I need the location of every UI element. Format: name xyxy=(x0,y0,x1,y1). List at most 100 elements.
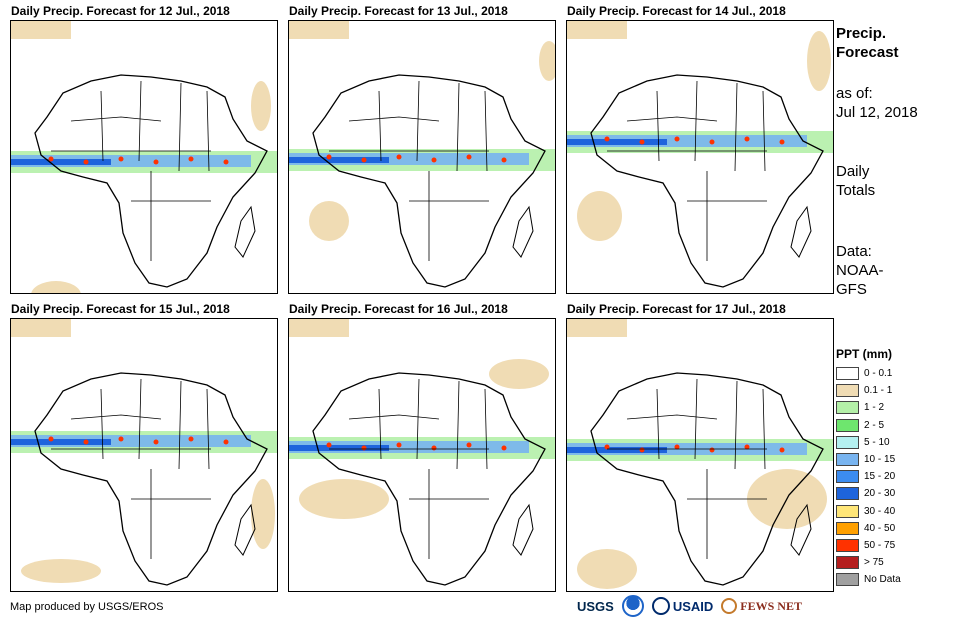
madagascar-outline xyxy=(790,205,812,258)
madagascar-outline xyxy=(512,503,534,556)
legend-label: 15 - 20 xyxy=(864,471,896,483)
heavy-rain-cell xyxy=(48,436,54,442)
data-source-block: Data: NOAA- GFS xyxy=(836,242,884,299)
rain-belt-high xyxy=(567,139,667,145)
rain-belt-high xyxy=(289,445,389,451)
legend-item: 1 - 2 xyxy=(836,399,901,416)
legend-swatch xyxy=(836,573,859,587)
heavy-rain-cell xyxy=(83,159,89,165)
asof-label: as of: xyxy=(836,85,873,102)
madagascar-outline xyxy=(790,503,812,556)
side-title-line1: Precip. xyxy=(836,25,887,42)
rain-belt-high xyxy=(289,157,389,163)
heavy-rain-cell xyxy=(48,156,54,162)
legend-swatch xyxy=(836,504,859,518)
totals-line1: Daily xyxy=(836,163,870,180)
legend-swatch xyxy=(836,487,859,501)
heavy-rain-cell xyxy=(118,436,124,442)
legend-item: No Data xyxy=(836,571,901,588)
legend-swatch xyxy=(836,556,859,570)
heavy-rain-cell xyxy=(744,444,750,450)
legend-swatch xyxy=(836,538,859,552)
rain-belt-high xyxy=(11,439,111,445)
rain-belt-high xyxy=(11,159,111,165)
fewsnet-logo: FEWS NET xyxy=(721,598,802,614)
legend-label: 30 - 40 xyxy=(864,505,896,517)
data-line1: Data: xyxy=(836,243,872,260)
legend-item: 2 - 5 xyxy=(836,417,901,434)
continent-outline xyxy=(590,372,824,586)
light-precip-patch xyxy=(289,21,349,39)
heavy-rain-cell xyxy=(744,136,750,142)
legend-swatch xyxy=(836,435,859,449)
light-precip-patch xyxy=(567,21,627,39)
legend-label: 10 - 15 xyxy=(864,454,896,466)
usgs-logo: USGS xyxy=(577,599,614,614)
country-borders xyxy=(607,378,767,559)
light-precip-patch xyxy=(11,319,71,337)
legend-label: 2 - 5 xyxy=(864,419,885,431)
panel-title: Daily Precip. Forecast for 12 Jul., 2018 xyxy=(11,4,230,18)
legend-label: 50 - 75 xyxy=(864,539,896,551)
fewsnet-logo-text: FEWS NET xyxy=(740,598,802,613)
continent-outline xyxy=(590,74,824,288)
light-precip-patch xyxy=(299,479,389,519)
light-precip-patch xyxy=(567,319,627,337)
heavy-rain-cell xyxy=(118,156,124,162)
heavy-rain-cell xyxy=(501,445,507,451)
legend-label: 5 - 10 xyxy=(864,436,890,448)
legend-swatch xyxy=(836,401,859,415)
legend-title: PPT (mm) xyxy=(836,347,893,361)
panel-title: Daily Precip. Forecast for 13 Jul., 2018 xyxy=(289,4,508,18)
side-title-line2: Forecast xyxy=(836,44,899,61)
precip-map xyxy=(288,20,556,294)
heavy-rain-cell xyxy=(223,439,229,445)
forecast-panel-14jul: Daily Precip. Forecast for 14 Jul., 2018 xyxy=(566,4,834,294)
heavy-rain-cell xyxy=(361,157,367,163)
heavy-rain-cell xyxy=(466,154,472,160)
light-precip-patch xyxy=(11,21,71,39)
heavy-rain-cell xyxy=(674,136,680,142)
usaid-logo-text: USAID xyxy=(672,598,714,614)
forecast-panel-12jul: Daily Precip. Forecast for 12 Jul., 2018 xyxy=(10,4,278,294)
legend-label: 40 - 50 xyxy=(864,522,896,534)
legend-items: 0 - 0.1 0.1 - 1 1 - 2 2 - 5 5 - 10 10 - 15 15 … xyxy=(836,365,901,588)
heavy-rain-cell xyxy=(709,139,715,145)
continent-outline xyxy=(34,74,268,288)
continent-outline xyxy=(34,372,268,586)
fewsnet-globe-icon xyxy=(721,598,738,614)
heavy-rain-cell xyxy=(604,444,610,450)
legend-item: 30 - 40 xyxy=(836,503,901,520)
heavy-rain-cell xyxy=(431,157,437,163)
heavy-rain-cell xyxy=(223,159,229,165)
precip-map xyxy=(288,318,556,592)
light-precip-patch xyxy=(577,549,637,589)
map-svg xyxy=(567,21,833,288)
heavy-rain-cell xyxy=(188,156,194,162)
heavy-rain-cell xyxy=(153,159,159,165)
legend-item: 40 - 50 xyxy=(836,520,901,537)
legend-item: 5 - 10 xyxy=(836,434,901,451)
heavy-rain-cell xyxy=(604,136,610,142)
legend-swatch xyxy=(836,470,859,484)
heavy-rain-cell xyxy=(501,157,507,163)
legend-swatch xyxy=(836,453,859,467)
usaid-logo: USAID xyxy=(651,597,714,615)
light-precip-patch xyxy=(577,191,622,241)
heavy-rain-cell xyxy=(779,139,785,145)
light-precip-patch xyxy=(539,41,555,81)
map-svg xyxy=(11,21,277,293)
heavy-rain-cell xyxy=(153,439,159,445)
legend-label: 0.1 - 1 xyxy=(864,385,893,397)
asof-block: as of: Jul 12, 2018 xyxy=(836,84,918,122)
continent-outline xyxy=(312,372,546,586)
legend-item: 15 - 20 xyxy=(836,468,901,485)
heavy-rain-cell xyxy=(188,436,194,442)
country-borders xyxy=(51,80,211,261)
map-svg xyxy=(567,319,833,589)
data-line3: GFS xyxy=(836,281,867,298)
forecast-panel-13jul: Daily Precip. Forecast for 13 Jul., 2018 xyxy=(288,4,556,294)
legend-item: 10 - 15 xyxy=(836,451,901,468)
panel-title: Daily Precip. Forecast for 14 Jul., 2018 xyxy=(567,4,786,18)
map-svg xyxy=(289,21,555,288)
